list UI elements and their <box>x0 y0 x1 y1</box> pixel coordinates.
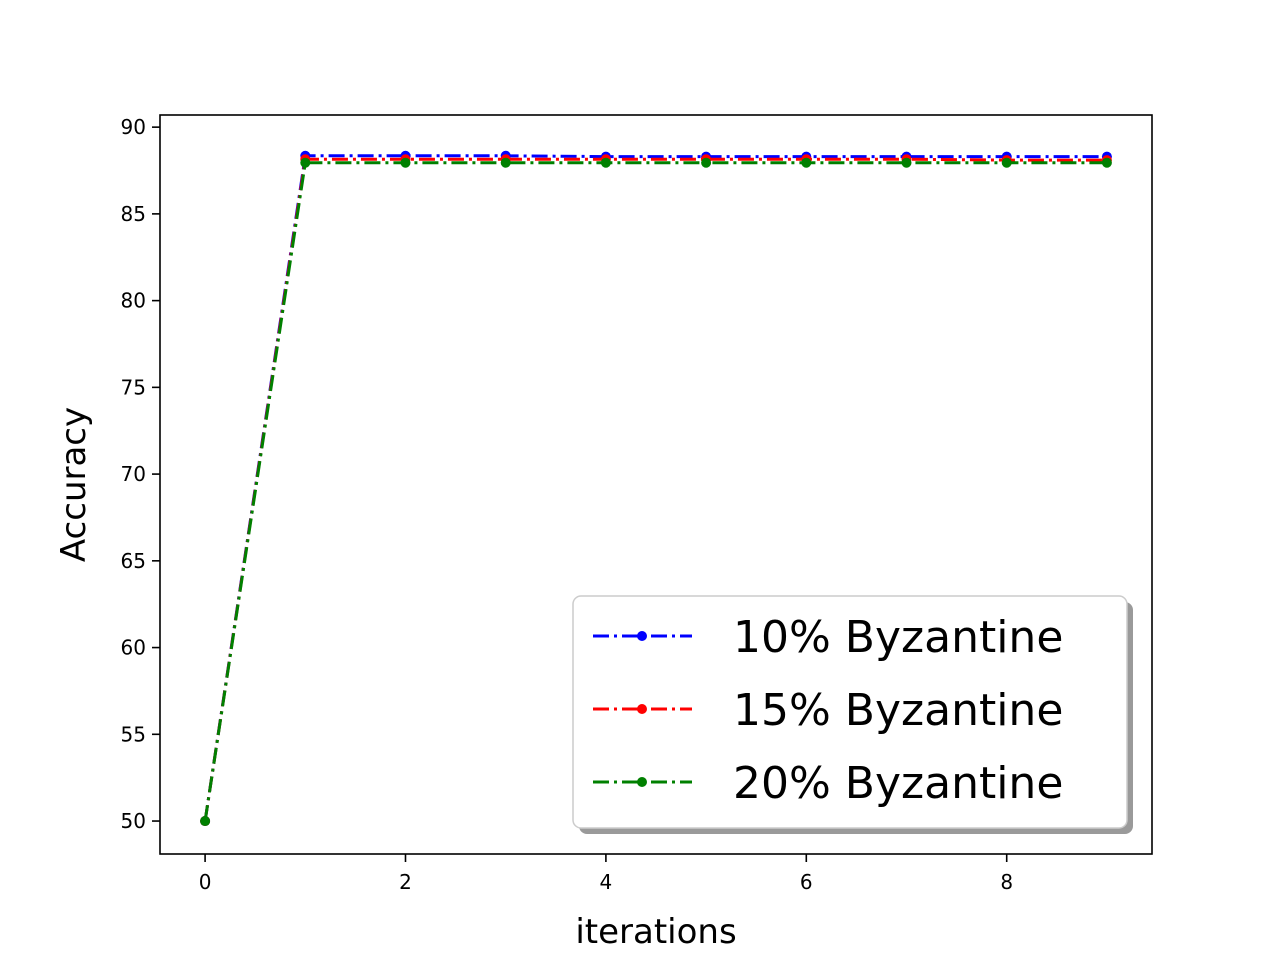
legend-box <box>572 595 1128 829</box>
x-tick-label: 0 <box>199 870 212 894</box>
legend-entry-label: 20% Byzantine <box>733 758 1063 809</box>
x-tick-label: 4 <box>600 870 613 894</box>
legend-marker <box>637 777 647 787</box>
y-tick-label: 75 <box>121 375 146 399</box>
y-tick-label: 65 <box>121 549 146 573</box>
x-tick-label: 8 <box>1000 870 1013 894</box>
data-point <box>1001 157 1012 168</box>
x-axis-ticks: 0 2 4 6 8 <box>199 854 1013 894</box>
y-tick-label: 90 <box>121 115 146 139</box>
legend: 10% Byzantine 15% Byzantine 20% Byzantine <box>572 595 1133 834</box>
series-line-1 <box>203 154 1107 822</box>
y-tick-label: 60 <box>121 636 146 660</box>
y-axis-ticks: 50 55 60 65 70 75 80 85 90 <box>121 115 160 833</box>
y-tick-label: 85 <box>121 202 146 226</box>
series-line-2 <box>203 157 1107 822</box>
y-tick-label: 80 <box>121 289 146 313</box>
series-line-3 <box>203 161 1107 822</box>
data-point <box>901 157 912 168</box>
series-layer <box>200 150 1112 827</box>
legend-entry-label: 10% Byzantine <box>733 612 1063 663</box>
data-point <box>1101 157 1112 168</box>
x-tick-label: 6 <box>800 870 813 894</box>
data-point <box>500 157 511 168</box>
x-axis-label: iterations <box>575 912 736 952</box>
data-point <box>300 157 311 168</box>
y-tick-label: 55 <box>121 722 146 746</box>
data-point <box>801 157 812 168</box>
y-tick-label: 50 <box>121 809 146 833</box>
data-point <box>701 157 712 168</box>
data-point <box>200 816 211 827</box>
legend-marker <box>637 631 647 641</box>
legend-entry-label: 15% Byzantine <box>733 685 1063 736</box>
y-tick-label: 70 <box>121 462 146 486</box>
x-tick-label: 2 <box>399 870 412 894</box>
data-point <box>600 157 611 168</box>
y-axis-label: Accuracy <box>54 407 94 562</box>
data-point <box>400 157 411 168</box>
plot-frame <box>159 114 1153 855</box>
legend-marker <box>637 704 647 714</box>
